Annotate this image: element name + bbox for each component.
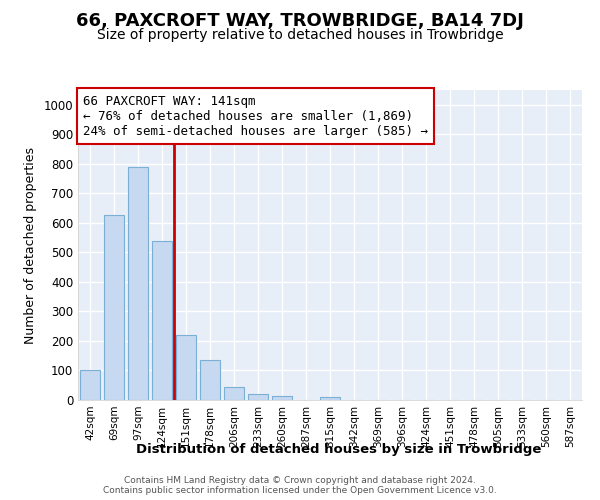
Y-axis label: Number of detached properties: Number of detached properties: [23, 146, 37, 344]
Bar: [200, 360, 220, 400]
Bar: [104, 216, 124, 400]
Text: Contains HM Land Registry data © Crown copyright and database right 2024.
Contai: Contains HM Land Registry data © Crown c…: [103, 476, 497, 495]
Text: Distribution of detached houses by size in Trowbridge: Distribution of detached houses by size …: [136, 442, 542, 456]
Bar: [272, 396, 292, 400]
Bar: [320, 397, 340, 400]
Bar: [176, 335, 196, 400]
Text: 66, PAXCROFT WAY, TROWBRIDGE, BA14 7DJ: 66, PAXCROFT WAY, TROWBRIDGE, BA14 7DJ: [76, 12, 524, 30]
Bar: [80, 370, 100, 400]
Text: Size of property relative to detached houses in Trowbridge: Size of property relative to detached ho…: [97, 28, 503, 42]
Bar: [128, 167, 148, 400]
Bar: [248, 394, 268, 400]
Bar: [152, 240, 172, 400]
Bar: [224, 386, 244, 400]
Text: 66 PAXCROFT WAY: 141sqm
← 76% of detached houses are smaller (1,869)
24% of semi: 66 PAXCROFT WAY: 141sqm ← 76% of detache…: [83, 94, 428, 138]
